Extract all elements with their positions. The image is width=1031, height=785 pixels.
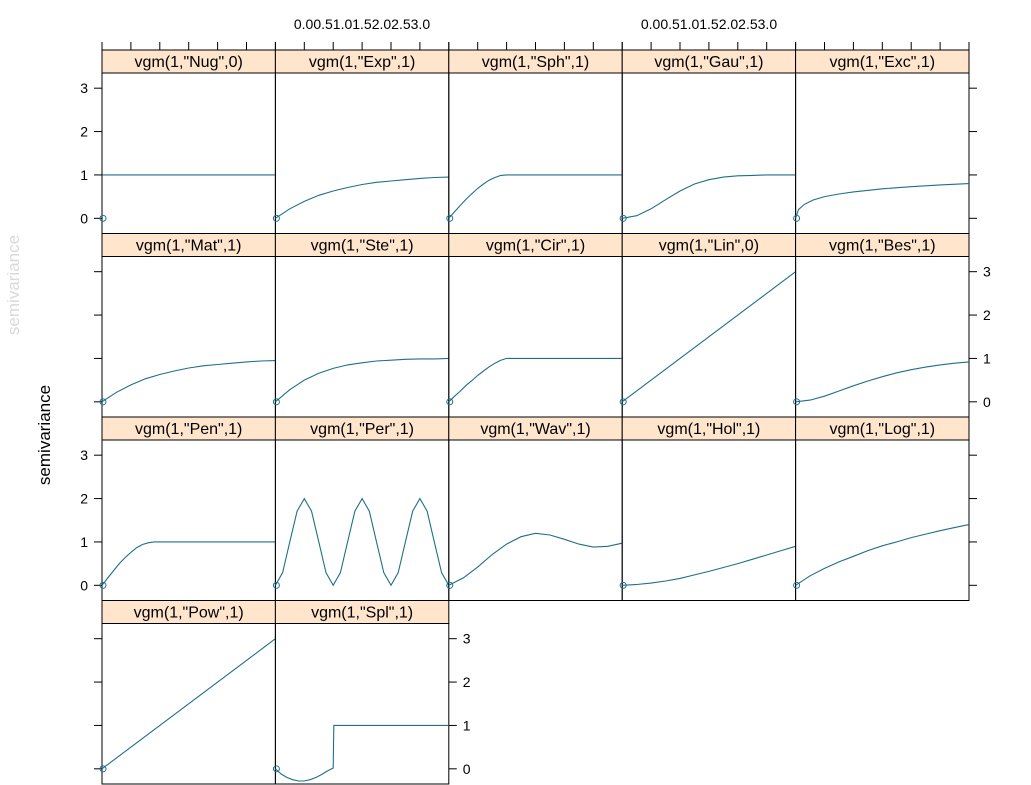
panel-strip-label: vgm(1,"Pow",1) (134, 605, 244, 622)
origin-point (619, 214, 627, 222)
y-tick-label: 3 (983, 264, 991, 280)
y-tick-label: 3 (80, 447, 88, 463)
y-tick-label: 0 (80, 210, 88, 226)
origin-point (99, 765, 107, 773)
origin-point (446, 581, 454, 589)
panel-strip-label: vgm(1,"Spl",1) (311, 605, 413, 622)
series-line (101, 638, 276, 770)
panel-strip-label: vgm(1,"Exc",1) (829, 54, 935, 71)
origin-point (793, 398, 801, 406)
panel-frame (274, 623, 450, 785)
panel: vgm(1,"Pow",1) (94, 600, 276, 785)
panel-strip-label: vgm(1,"Bes",1) (829, 238, 936, 255)
panel-strip-label: vgm(1,"Per",1) (310, 421, 414, 438)
panel-strip-label: vgm(1,"Sph",1) (482, 54, 589, 71)
panel-strip-label: vgm(1,"Lin",0) (659, 238, 759, 255)
series-line (101, 360, 276, 403)
series-line (622, 174, 796, 219)
origin-point (793, 581, 801, 589)
panel: vgm(1,"Gau",1) (619, 42, 797, 234)
y-axis-label: semivariance (35, 385, 54, 485)
top-axis-label-right: 0.00.51.01.52.02.53.0 (641, 16, 777, 32)
panel-strip-label: vgm(1,"Gau",1) (654, 54, 763, 71)
y-tick-label: 2 (983, 307, 991, 323)
panel: vgm(1,"Sph",1) (446, 42, 623, 234)
panel-grid: vgm(1,"Nug",0) 0 1 2 3 vgm(1,"Exp",1) vgm(1,"S… (80, 42, 991, 785)
y-tick-label: 2 (463, 674, 471, 690)
series-line (448, 357, 623, 403)
series-line (448, 532, 623, 586)
origin-point (272, 765, 280, 773)
y-tick-label: 0 (983, 394, 991, 410)
origin-point (272, 214, 280, 222)
y-tick-label: 0 (80, 577, 88, 593)
series-line (795, 183, 970, 219)
origin-point (99, 398, 107, 406)
origin-point (446, 398, 454, 406)
panel-strip-label: vgm(1,"Pen",1) (135, 421, 242, 438)
panel-strip-label: vgm(1,"Ste",1) (311, 238, 414, 255)
panel: vgm(1,"Log",1) (793, 416, 977, 601)
panel-strip-label: vgm(1,"Exp",1) (309, 54, 416, 71)
series-line (795, 361, 970, 403)
y-tick-label: 3 (80, 80, 88, 96)
series-line (274, 497, 450, 587)
origin-point (272, 581, 280, 589)
y-tick-label: 2 (80, 491, 88, 507)
series-line (622, 545, 796, 586)
series-line (275, 724, 449, 782)
panel: vgm(1,"Spl",1) 0 1 2 3 (272, 600, 471, 785)
y-tick-label: 1 (983, 350, 991, 366)
origin-point (619, 398, 627, 406)
panel-strip-label: vgm(1,"Nug",0) (135, 54, 243, 71)
panel-strip-label: vgm(1,"Hol",1) (657, 421, 760, 438)
series-line (275, 357, 449, 403)
panel-strip-label: vgm(1,"Wav",1) (480, 421, 590, 438)
y-tick-label: 2 (80, 124, 88, 140)
top-axis-label-left: 0.00.51.01.52.02.53.0 (294, 16, 430, 32)
panel: vgm(1,"Hol",1) (619, 416, 797, 601)
series-line (621, 271, 796, 403)
origin-point (272, 398, 280, 406)
series-line (101, 541, 276, 586)
series-line (275, 176, 449, 219)
panel-frame (795, 439, 970, 601)
y-tick-label: 3 (463, 631, 471, 647)
panel-strip-label: vgm(1,"Cir",1) (486, 238, 585, 255)
y-tick-label: 1 (80, 167, 88, 183)
origin-point (99, 581, 107, 589)
origin-point (99, 214, 107, 222)
panel: vgm(1,"Per",1) (272, 416, 450, 601)
origin-point (619, 581, 627, 589)
y-tick-label: 0 (463, 761, 471, 777)
origin-point (793, 214, 801, 222)
y-tick-label: 1 (463, 717, 471, 733)
panel: vgm(1,"Lin",0) (619, 233, 797, 418)
panel-strip-label: vgm(1,"Mat",1) (136, 238, 242, 255)
series-line (795, 524, 970, 586)
series-line (448, 174, 623, 219)
origin-point (446, 214, 454, 222)
panel: vgm(1,"Wav",1) (446, 416, 623, 601)
panel-strip-label: vgm(1,"Log",1) (829, 421, 935, 438)
panel: vgm(1,"Ste",1) (272, 233, 450, 418)
y-axis-label-ghost: semivariance (4, 235, 23, 335)
y-tick-label: 1 (80, 534, 88, 550)
